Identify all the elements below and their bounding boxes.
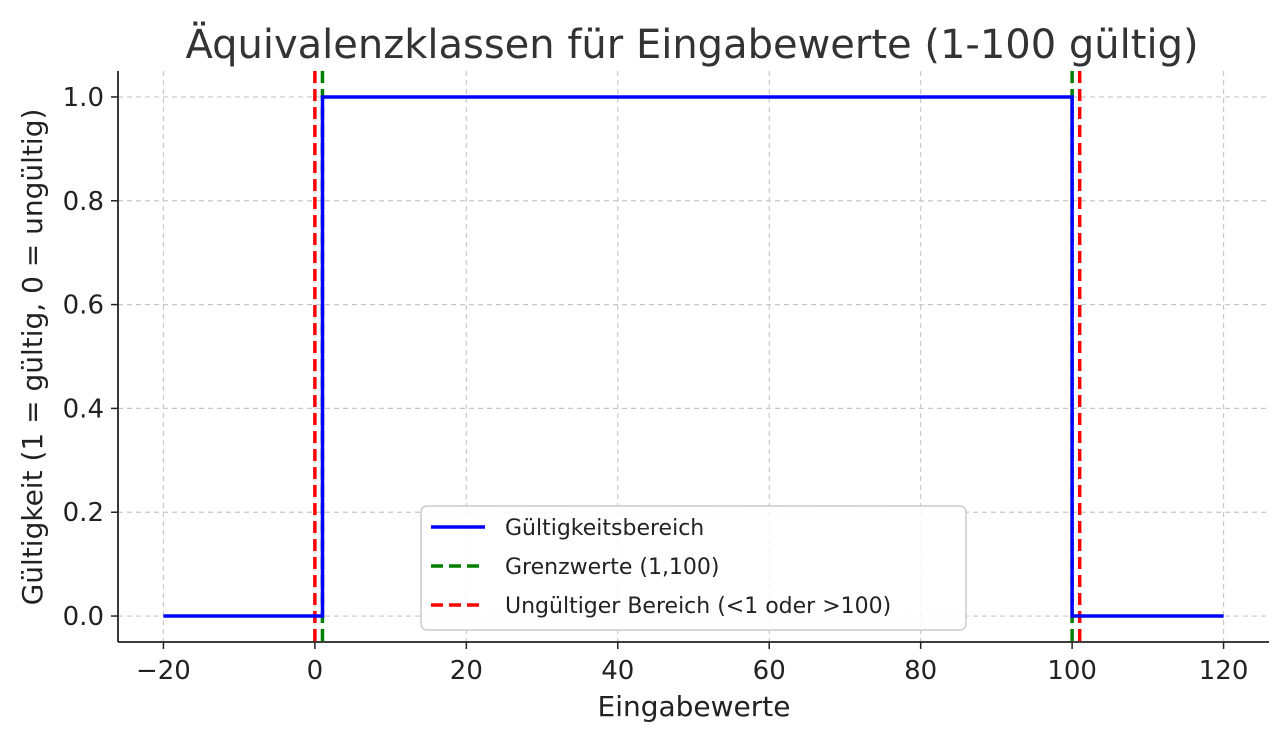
y-tick-label: 0.0 <box>63 602 104 632</box>
legend-label: Gültigkeitsbereich <box>505 516 704 541</box>
x-axis-label: Eingabewerte <box>598 690 791 723</box>
y-tick-label: 0.8 <box>63 187 104 217</box>
x-tick-label: −20 <box>136 656 191 686</box>
legend-label: Grenzwerte (1,100) <box>505 555 720 580</box>
axes-layer <box>117 71 1269 643</box>
chart-title: Äquivalenzklassen für Eingabewerte (1-10… <box>185 20 1198 68</box>
x-tick-label: 0 <box>307 656 324 686</box>
y-tick-label: 1.0 <box>63 83 104 113</box>
legend-label: Ungültiger Bereich (<1 oder >100) <box>505 594 891 619</box>
x-tick-label: 120 <box>1199 656 1249 686</box>
ticks-layer: −20 0 20 40 60 80 100 120 0.0 0.2 0.4 0.6 0.8 1.0 <box>63 83 1249 686</box>
x-tick-label: 40 <box>601 656 634 686</box>
x-tick-label: 80 <box>904 656 937 686</box>
x-tick-label: 60 <box>753 656 786 686</box>
y-axis-label: Gültigkeit (1 = gültig, 0 = ungültig) <box>16 109 49 606</box>
y-tick-label: 0.4 <box>63 394 104 424</box>
legend-box <box>420 505 967 631</box>
x-tick-label: 100 <box>1047 656 1097 686</box>
x-tick-label: 20 <box>450 656 483 686</box>
y-tick-label: 0.6 <box>63 291 104 321</box>
y-tick-label: 0.2 <box>63 498 104 528</box>
series-line <box>163 95 1224 618</box>
legend: Gültigkeitsbereich Grenzwerte (1,100) Un… <box>420 505 967 631</box>
series-layer <box>163 95 1224 618</box>
